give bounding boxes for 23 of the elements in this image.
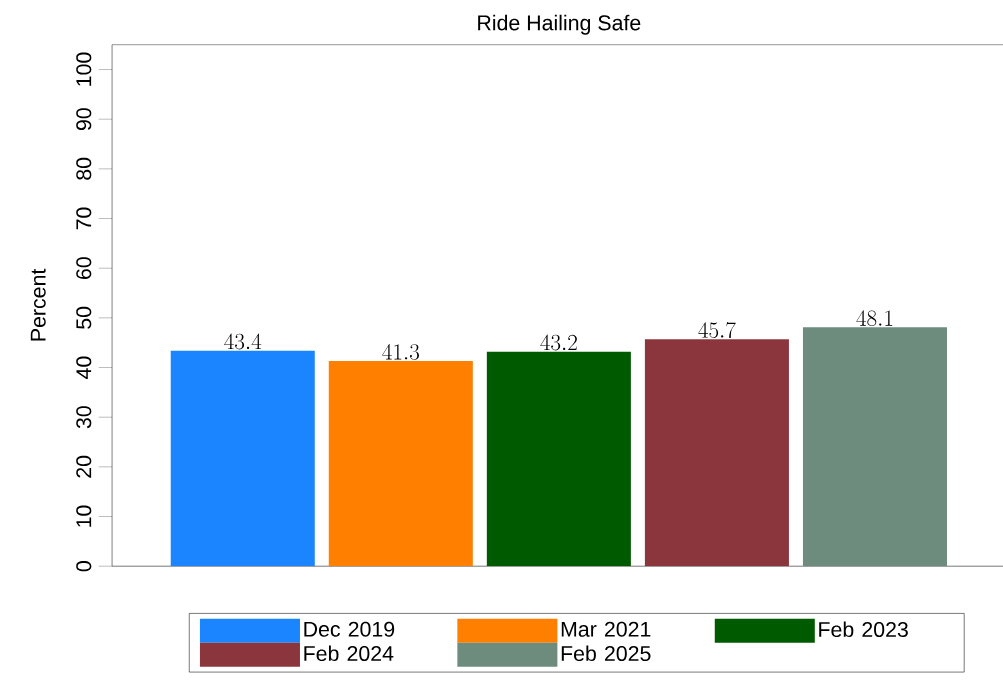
y-tick-label: 0 <box>76 560 92 572</box>
y-tick-label: 60 <box>76 257 92 279</box>
y-tick-label: 80 <box>76 157 92 180</box>
y-axis-title: Percent <box>30 268 46 341</box>
data-label: 48. 1 <box>856 310 893 326</box>
y-tick-label: 90 <box>76 108 92 130</box>
y-tick-label: 10 <box>76 505 92 527</box>
data-label: 43.4 <box>224 333 262 350</box>
legend-label: Feb 2023 <box>819 621 908 637</box>
data-label: 41 .3 <box>382 343 420 360</box>
y-tick-label: 70 <box>76 207 92 230</box>
data-label: 45.7 <box>698 321 736 338</box>
legend-label: Feb 2024 <box>304 645 394 661</box>
legend-label: Mar 2021 <box>561 621 651 637</box>
legend-label: Dec 2019 <box>304 621 395 637</box>
y-tick-label: 40 <box>76 356 92 379</box>
y-tick-label: 30 <box>76 406 92 429</box>
chart-title: Ride Hailing Safe <box>478 14 641 35</box>
y-tick-label: 100 <box>76 52 92 86</box>
y-tick-label: 50 <box>76 306 92 329</box>
data-label: 43.2 <box>540 334 577 351</box>
legend-label: Feb 2025 <box>561 645 651 661</box>
y-tick-label: 20 <box>76 455 92 478</box>
